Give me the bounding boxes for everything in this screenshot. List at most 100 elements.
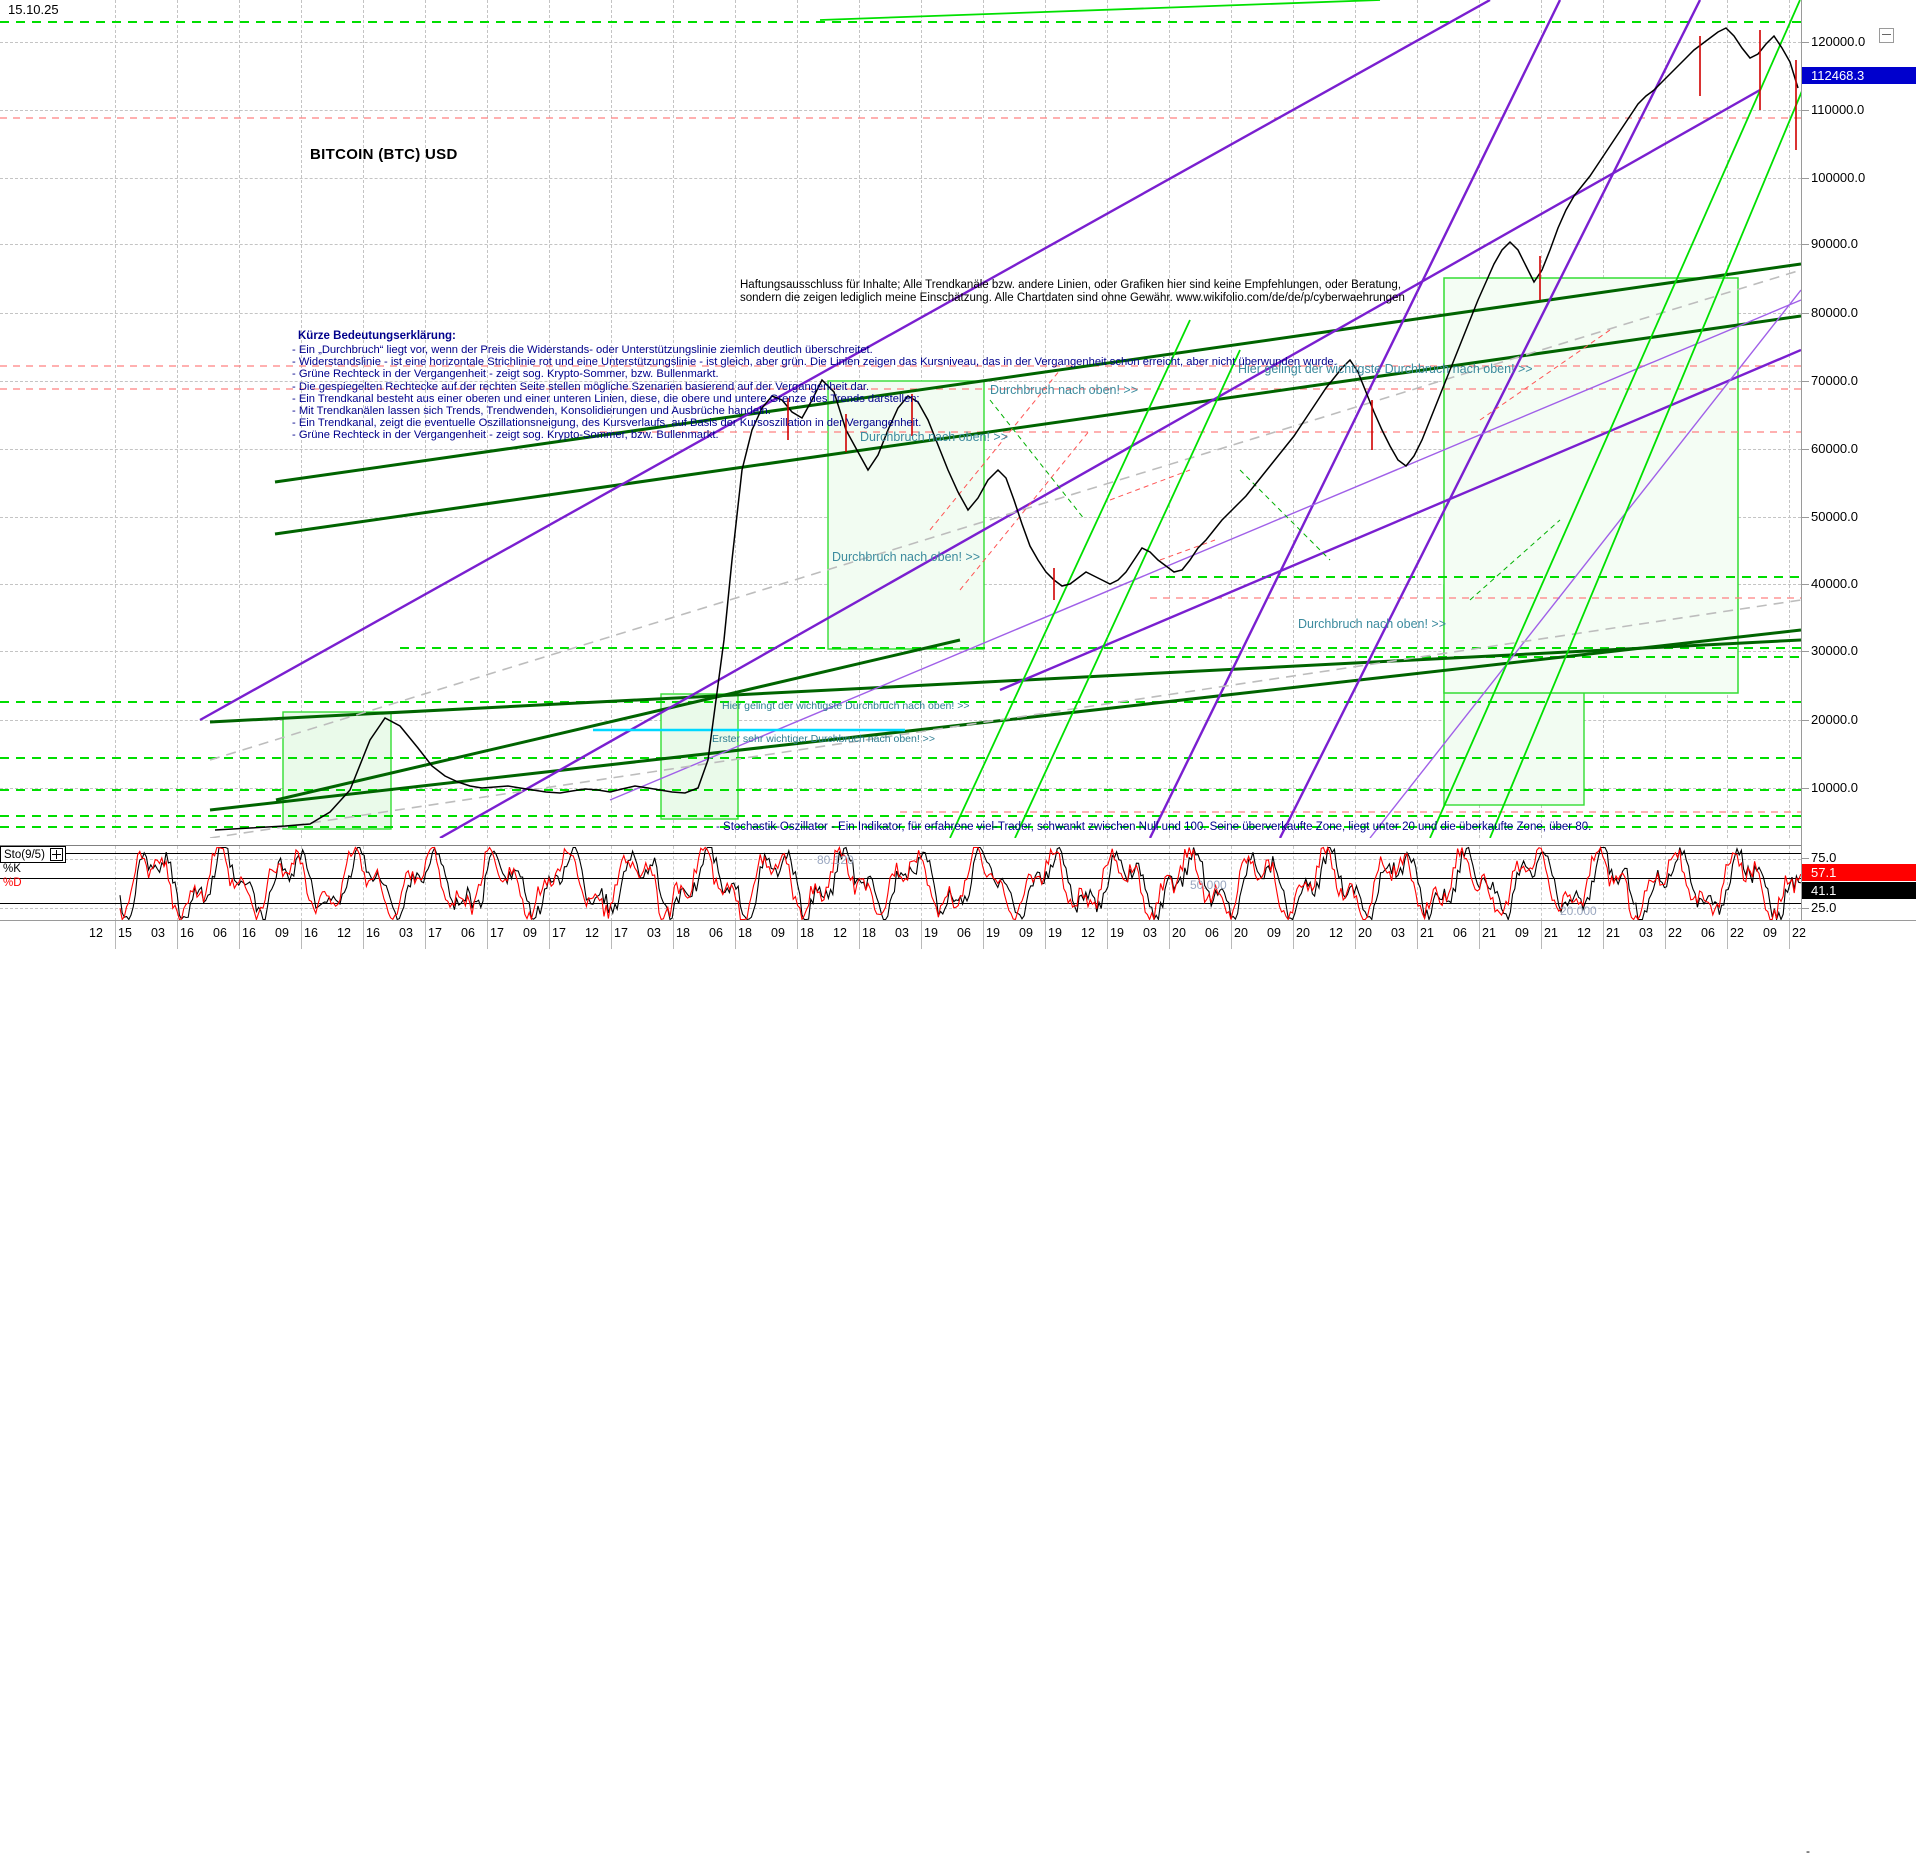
- stochastic-lines: [119, 845, 1802, 922]
- price-axis-label: 10000.0: [1811, 780, 1858, 795]
- time-tick-year: 21: [1606, 926, 1620, 940]
- time-tick-month: 03: [1143, 926, 1157, 940]
- trend-purple-lines: [199, 0, 1801, 838]
- time-tick-month: 06: [461, 926, 475, 940]
- axis-tick: [1802, 858, 1809, 859]
- time-tick-separator: [673, 921, 674, 949]
- legend-line: - Widerstandslinie - ist eine horizontal…: [292, 356, 1337, 369]
- time-tick-year: 21: [1482, 926, 1496, 940]
- time-tick-separator: [859, 921, 860, 949]
- time-tick-separator: [1355, 921, 1356, 949]
- indicator-header[interactable]: Sto(9/5): [0, 846, 66, 863]
- time-tick-year: 20: [1358, 926, 1372, 940]
- time-tick-separator: [1603, 921, 1604, 949]
- price-axis-label: 40000.0: [1811, 576, 1858, 591]
- d-value: 41.1: [1811, 883, 1837, 898]
- time-tick-separator: [177, 921, 178, 949]
- time-tick-month: 06: [1205, 926, 1219, 940]
- time-tick-year: 16: [242, 926, 256, 940]
- plus-icon[interactable]: [49, 848, 63, 861]
- collapse-icon[interactable]: [1879, 28, 1894, 43]
- time-tick-separator: [921, 921, 922, 949]
- time-tick-year: 18: [676, 926, 690, 940]
- indicator-watermark: 50.000: [1190, 878, 1227, 892]
- series-d-label: %D: [3, 877, 22, 889]
- time-tick-month: 09: [1019, 926, 1033, 940]
- chart-annotation: Durchbruch nach oben! >>: [1298, 617, 1447, 631]
- legend-line: - Grüne Rechteck in der Vergangenheit - …: [292, 368, 719, 381]
- axis-placeholder: -: [1806, 1844, 1810, 1858]
- stochastic-indicator-panel[interactable]: Sto(9/5) %K %D 80.120 50.000 20.000: [0, 845, 1802, 922]
- time-tick-month: 09: [1267, 926, 1281, 940]
- time-tick-month: 12: [1329, 926, 1343, 940]
- price-axis-label: 80000.0: [1811, 305, 1858, 320]
- axis-tick: [1802, 584, 1809, 585]
- time-tick-separator: [1727, 921, 1728, 949]
- time-tick-year: 19: [1110, 926, 1124, 940]
- time-tick-month: 06: [957, 926, 971, 940]
- time-tick-year: 21: [1420, 926, 1434, 940]
- time-tick-year: 18: [862, 926, 876, 940]
- stochastik-note: - Stochastik-Oszillator - Ein Indikator,…: [716, 821, 1592, 833]
- k-value: 57.1: [1811, 865, 1837, 880]
- time-tick-separator: [983, 921, 984, 949]
- time-tick-separator: [1293, 921, 1294, 949]
- time-tick-year: 17: [552, 926, 566, 940]
- time-tick-separator: [549, 921, 550, 949]
- axis-tick: [1802, 178, 1809, 179]
- time-tick-month: 12: [89, 926, 103, 940]
- axis-tick: [1802, 381, 1809, 382]
- axis-tick: [1802, 313, 1809, 314]
- indicator-name: Sto(9/5): [4, 848, 45, 861]
- price-chart-panel[interactable]: BITCOIN (BTC) USD Haftungsausschluss für…: [0, 0, 1801, 838]
- time-tick-year: 22: [1730, 926, 1744, 940]
- time-tick-separator: [301, 921, 302, 949]
- time-tick-month: 09: [1763, 926, 1777, 940]
- price-axis-label: 110000.0: [1811, 102, 1865, 117]
- time-tick-year: 19: [986, 926, 1000, 940]
- price-drawing-layer: [0, 0, 1801, 838]
- d-value-badge: 41.1: [1802, 882, 1916, 899]
- time-tick-separator: [1107, 921, 1108, 949]
- time-tick-year: 22: [1668, 926, 1682, 940]
- legend-heading: Kürze Bedeutungserklärung:: [298, 330, 456, 342]
- price-axis-label: 60000.0: [1811, 441, 1858, 456]
- legend-line: - Die gespiegelten Rechtecke auf der rec…: [292, 380, 870, 393]
- axis-tick: [1802, 908, 1809, 909]
- axis-tick: [1802, 720, 1809, 721]
- time-tick-month: 12: [833, 926, 847, 940]
- chart-annotation-small: Erster sehr wichtiger Durchbruch nach ob…: [712, 733, 935, 745]
- time-axis[interactable]: 12 15 03 16 06 16 09 16 12 16 03 17 06 17 09 17 12 17 03 18…: [0, 920, 1916, 1858]
- time-tick-separator: [363, 921, 364, 949]
- indicator-level-50: [0, 878, 1801, 879]
- time-tick-year: 18: [800, 926, 814, 940]
- indicator-axis-label: 75.0: [1811, 850, 1837, 865]
- time-tick-separator: [487, 921, 488, 949]
- time-tick-separator: [1045, 921, 1046, 949]
- time-tick-year: 17: [428, 926, 442, 940]
- time-tick-year: 21: [1544, 926, 1558, 940]
- time-tick-year: 16: [180, 926, 194, 940]
- time-tick-month: 03: [895, 926, 909, 940]
- axis-tick: [1802, 449, 1809, 450]
- legend-line: - Ein Trendkanal besteht aus einer obere…: [292, 392, 920, 405]
- axis-tick: [1802, 788, 1809, 789]
- time-tick-year: 17: [490, 926, 504, 940]
- time-tick-month: 06: [709, 926, 723, 940]
- time-tick-separator: [611, 921, 612, 949]
- time-tick-month: 09: [1515, 926, 1529, 940]
- page-title: BITCOIN (BTC) USD: [310, 146, 458, 163]
- time-tick-month: 12: [1577, 926, 1591, 940]
- price-axis[interactable]: 120000.0 110000.0 100000.0 90000.0 80000.0 70…: [1801, 0, 1916, 920]
- price-axis-label: 70000.0: [1811, 373, 1858, 388]
- price-axis-label: 90000.0: [1811, 236, 1858, 251]
- time-tick-month: 03: [1639, 926, 1653, 940]
- time-tick-year: 20: [1296, 926, 1310, 940]
- indicator-level-20: [0, 903, 1801, 904]
- time-tick-month: 09: [275, 926, 289, 940]
- time-tick-month: 03: [399, 926, 413, 940]
- time-tick-year: 20: [1234, 926, 1248, 940]
- bull-rect-1: [282, 711, 392, 830]
- legend-line: - Ein Trendkanal, zeigt die eventuelle O…: [292, 417, 922, 430]
